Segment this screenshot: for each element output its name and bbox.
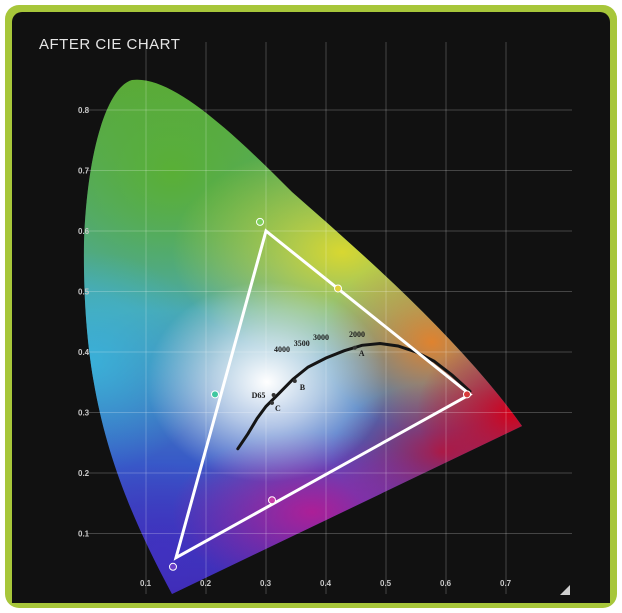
cct-label: 3000 <box>313 333 329 342</box>
white-points: D65 C B A <box>252 345 365 413</box>
cct-label: 3500 <box>294 339 310 348</box>
white-point-label: B <box>300 383 306 392</box>
y-tick-label: 0.1 <box>78 530 90 539</box>
chart-grid <box>86 42 572 594</box>
white-point-marker <box>270 400 274 405</box>
white-point-marker <box>292 379 297 384</box>
axis-ticks: 0.1 0.2 0.3 0.4 0.5 0.6 0.7 0.1 0.2 0.3 0.4 0.5 0.6 0… <box>78 106 512 588</box>
measured-point <box>463 390 471 399</box>
y-tick-label: 0.5 <box>78 288 90 297</box>
cct-label: 4000 <box>274 345 290 354</box>
chart-frame: AFTER CIE CHART <box>5 5 617 608</box>
measured-point <box>211 390 219 399</box>
cie-horseshoe <box>83 79 522 594</box>
cct-label: 2000 <box>349 330 365 339</box>
x-tick-label: 0.1 <box>140 579 152 588</box>
y-tick-label: 0.6 <box>78 227 90 236</box>
measured-point <box>256 217 264 226</box>
x-tick-label: 0.4 <box>320 579 332 588</box>
measured-point <box>334 284 342 293</box>
x-tick-label: 0.7 <box>500 579 512 588</box>
resize-corner-icon <box>560 585 570 595</box>
white-point-label: D65 <box>252 391 266 400</box>
white-point-marker <box>352 345 357 350</box>
y-tick-label: 0.7 <box>78 167 90 176</box>
x-tick-label: 0.2 <box>200 579 212 588</box>
gamut-triangle-outline <box>173 228 473 561</box>
measured-point <box>268 496 276 505</box>
white-point-marker <box>271 392 276 397</box>
y-tick-label: 0.8 <box>78 106 90 115</box>
y-tick-label: 0.3 <box>78 409 90 418</box>
x-tick-label: 0.6 <box>440 579 452 588</box>
x-tick-label: 0.3 <box>260 579 272 588</box>
y-tick-label: 0.4 <box>78 348 90 357</box>
chart-panel: AFTER CIE CHART <box>12 12 610 603</box>
measured-points <box>169 217 471 571</box>
measured-point <box>169 562 177 571</box>
y-tick-label: 0.2 <box>78 469 90 478</box>
white-point-label: A <box>359 349 365 358</box>
x-tick-label: 0.5 <box>380 579 392 588</box>
chart-title: AFTER CIE CHART <box>39 36 181 53</box>
white-point-label: C <box>275 404 281 413</box>
gamut-triangle <box>173 228 473 561</box>
